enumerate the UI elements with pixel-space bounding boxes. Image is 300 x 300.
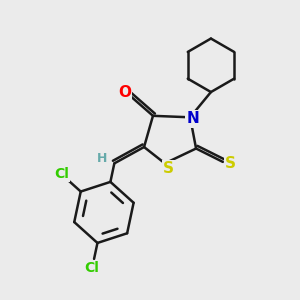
Text: S: S [163,161,174,176]
Text: Cl: Cl [85,261,100,275]
Text: O: O [118,85,131,100]
Text: Cl: Cl [54,167,69,181]
Text: H: H [97,152,107,164]
Text: N: N [186,111,199,126]
Text: S: S [225,156,236,171]
